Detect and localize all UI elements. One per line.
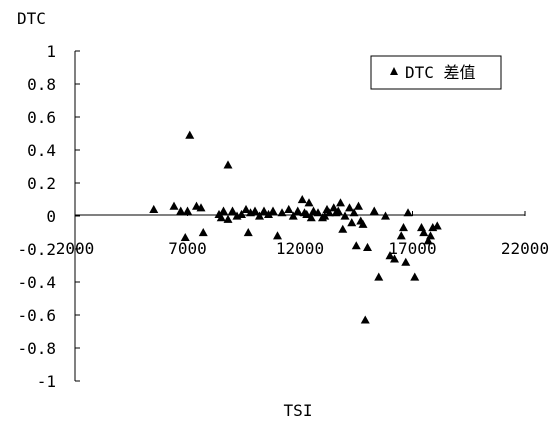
data-point-triangle [432, 221, 442, 230]
data-point-triangle [374, 272, 384, 281]
x-tick-label: 22000 [501, 239, 549, 258]
y-tick-label: -0.4 [17, 273, 56, 292]
legend-marker-triangle-icon [390, 67, 398, 75]
data-point-triangle [241, 204, 251, 213]
data-point-triangle [183, 206, 192, 215]
data-point-triangle [419, 228, 429, 237]
data-point-triangle [354, 201, 363, 210]
data-point-triangle [340, 211, 350, 220]
data-point-triangle [302, 209, 312, 218]
y-tick-label: 1 [46, 42, 56, 61]
y-axis-title: DTC [17, 9, 46, 28]
x-tick-label: 2000 [56, 239, 95, 258]
data-point-triangle [288, 211, 298, 220]
data-point-triangle [176, 206, 186, 215]
data-point-triangle [381, 211, 390, 220]
data-point-triangle [250, 206, 260, 215]
data-point-triangle [149, 204, 159, 213]
y-tick-label: 0.6 [27, 108, 56, 127]
y-tick-label: 0.4 [27, 141, 56, 160]
data-point-triangle [304, 198, 314, 207]
data-point-triangle [347, 218, 357, 227]
data-point-triangle [333, 206, 343, 215]
data-point-triangle [219, 206, 228, 215]
x-tick-label: 7000 [168, 239, 207, 258]
data-point-triangle [360, 315, 370, 324]
data-point-triangle [345, 203, 354, 212]
data-point-triangle [396, 231, 406, 240]
y-ticks: 1 0.8 0.6 0.4 0.2 0 -0.2 -0.4 -0.6 -0.8 -1 [17, 42, 80, 391]
data-point-triangle [277, 208, 287, 217]
data-point-triangle [264, 209, 273, 218]
data-point-triangle [297, 195, 307, 204]
data-point-triangle [169, 201, 179, 210]
data-point-triangle [369, 206, 379, 215]
y-tick-label: 0.2 [27, 174, 56, 193]
data-point-triangle [237, 209, 246, 218]
y-tick-label: -1 [37, 372, 56, 391]
y-tick-label: 0 [46, 207, 56, 226]
data-points [149, 130, 442, 324]
data-point-triangle [228, 206, 237, 215]
data-point-triangle [363, 242, 372, 251]
data-point-triangle [243, 228, 253, 237]
x-axis-title: TSI [284, 401, 313, 420]
data-point-triangle [401, 257, 411, 266]
legend-label: DTC 差值 [405, 63, 476, 82]
data-point-triangle [313, 208, 323, 217]
legend: DTC 差值 [370, 55, 502, 90]
data-point-triangle [306, 213, 316, 222]
data-point-triangle [284, 204, 294, 213]
data-point-triangle [180, 232, 190, 242]
data-point-triangle [216, 213, 226, 222]
data-point-triangle [385, 251, 395, 260]
y-tick-label: -0.8 [17, 339, 56, 358]
data-point-triangle [390, 254, 399, 263]
data-point-triangle [403, 208, 413, 217]
y-tick-label: -0.6 [17, 306, 56, 325]
data-point-triangle [196, 203, 206, 212]
data-point-triangle [324, 208, 334, 217]
data-point-triangle [198, 228, 208, 237]
data-point-triangle [410, 272, 420, 281]
data-point-triangle [185, 130, 195, 139]
data-point-triangle [293, 206, 303, 215]
x-tick-label: 12000 [276, 239, 324, 258]
data-point-triangle [255, 211, 264, 220]
y-tick-label: -0.2 [17, 240, 56, 259]
x-ticks: 2000 7000 12000 17000 22000 [56, 211, 549, 258]
data-point-triangle [268, 206, 278, 215]
y-tick-label: 0.8 [27, 75, 56, 94]
data-point-triangle [426, 231, 435, 240]
data-point-triangle [338, 224, 348, 233]
data-point-triangle [223, 214, 233, 223]
data-point-triangle [351, 241, 361, 250]
data-point-triangle [358, 219, 368, 228]
data-point-triangle [320, 211, 330, 220]
data-point-triangle [349, 208, 359, 217]
data-point-triangle [423, 236, 433, 245]
data-point-triangle [399, 223, 408, 232]
data-point-triangle [259, 206, 269, 215]
data-point-triangle [336, 198, 345, 207]
data-point-triangle [223, 160, 233, 169]
data-point-triangle [273, 231, 282, 240]
